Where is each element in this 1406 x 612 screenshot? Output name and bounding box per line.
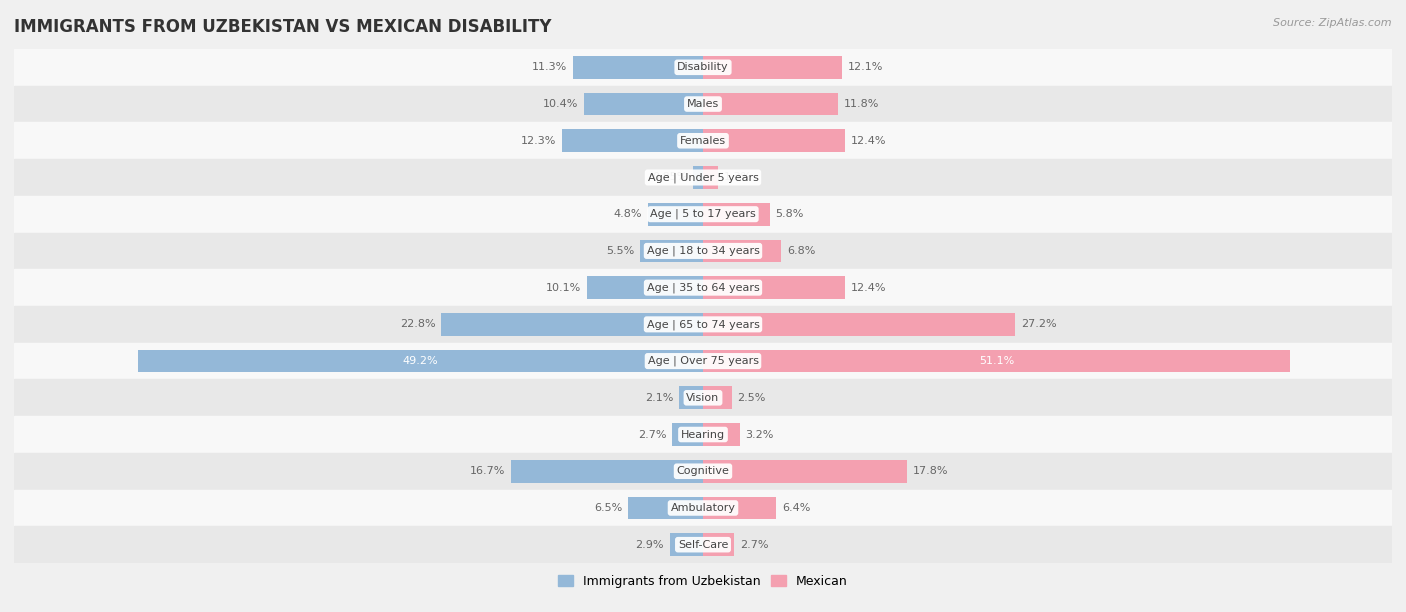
Bar bbox=[14, 269, 1392, 306]
Bar bbox=[679, 386, 703, 409]
Text: 5.5%: 5.5% bbox=[606, 246, 634, 256]
Text: 51.1%: 51.1% bbox=[979, 356, 1014, 366]
Bar bbox=[562, 129, 703, 152]
Bar bbox=[512, 460, 703, 483]
Text: 12.4%: 12.4% bbox=[851, 283, 887, 293]
Bar bbox=[703, 423, 740, 446]
Bar bbox=[14, 122, 1392, 159]
Text: 12.1%: 12.1% bbox=[848, 62, 883, 72]
Bar bbox=[693, 166, 703, 189]
Bar bbox=[588, 276, 703, 299]
Text: IMMIGRANTS FROM UZBEKISTAN VS MEXICAN DISABILITY: IMMIGRANTS FROM UZBEKISTAN VS MEXICAN DI… bbox=[14, 18, 551, 36]
Bar bbox=[138, 349, 703, 373]
Text: 2.7%: 2.7% bbox=[638, 430, 666, 439]
Bar bbox=[14, 49, 1392, 86]
Bar bbox=[648, 203, 703, 226]
Bar bbox=[14, 159, 1392, 196]
Text: Vision: Vision bbox=[686, 393, 720, 403]
Bar bbox=[14, 86, 1392, 122]
Text: 2.9%: 2.9% bbox=[636, 540, 664, 550]
Text: 10.4%: 10.4% bbox=[543, 99, 578, 109]
Bar bbox=[703, 203, 769, 226]
Text: 12.3%: 12.3% bbox=[520, 136, 555, 146]
Text: Self-Care: Self-Care bbox=[678, 540, 728, 550]
Bar bbox=[14, 526, 1392, 563]
Bar bbox=[703, 276, 845, 299]
Text: 49.2%: 49.2% bbox=[402, 356, 439, 366]
Bar bbox=[14, 453, 1392, 490]
Text: 2.1%: 2.1% bbox=[645, 393, 673, 403]
Bar bbox=[703, 166, 718, 189]
Text: Disability: Disability bbox=[678, 62, 728, 72]
Bar bbox=[640, 239, 703, 263]
Text: Females: Females bbox=[681, 136, 725, 146]
Text: 2.5%: 2.5% bbox=[738, 393, 766, 403]
Text: 10.1%: 10.1% bbox=[546, 283, 581, 293]
Bar bbox=[14, 233, 1392, 269]
Bar bbox=[703, 533, 734, 556]
Text: Age | 5 to 17 years: Age | 5 to 17 years bbox=[650, 209, 756, 220]
Text: Age | 18 to 34 years: Age | 18 to 34 years bbox=[647, 245, 759, 256]
Bar bbox=[669, 533, 703, 556]
Bar bbox=[703, 349, 1289, 373]
Text: 5.8%: 5.8% bbox=[775, 209, 804, 219]
Text: 11.3%: 11.3% bbox=[533, 62, 568, 72]
Text: 16.7%: 16.7% bbox=[470, 466, 506, 476]
Bar bbox=[672, 423, 703, 446]
Bar bbox=[703, 496, 776, 520]
Text: 27.2%: 27.2% bbox=[1021, 319, 1057, 329]
Text: 17.8%: 17.8% bbox=[912, 466, 949, 476]
Bar bbox=[703, 386, 731, 409]
Text: Hearing: Hearing bbox=[681, 430, 725, 439]
Bar bbox=[703, 129, 845, 152]
Text: 6.4%: 6.4% bbox=[782, 503, 811, 513]
Bar bbox=[703, 460, 907, 483]
Text: 6.8%: 6.8% bbox=[787, 246, 815, 256]
Text: Age | 65 to 74 years: Age | 65 to 74 years bbox=[647, 319, 759, 330]
Bar bbox=[14, 196, 1392, 233]
Bar bbox=[14, 343, 1392, 379]
Bar bbox=[441, 313, 703, 336]
Text: Age | Over 75 years: Age | Over 75 years bbox=[648, 356, 758, 367]
Bar bbox=[14, 379, 1392, 416]
Bar bbox=[703, 239, 782, 263]
Text: 22.8%: 22.8% bbox=[399, 319, 436, 329]
Text: 6.5%: 6.5% bbox=[595, 503, 623, 513]
Text: Males: Males bbox=[688, 99, 718, 109]
Bar bbox=[14, 306, 1392, 343]
Text: 4.8%: 4.8% bbox=[613, 209, 643, 219]
Bar bbox=[703, 56, 842, 79]
Text: 12.4%: 12.4% bbox=[851, 136, 887, 146]
Bar bbox=[703, 92, 838, 116]
Text: 1.3%: 1.3% bbox=[724, 173, 752, 182]
Text: 3.2%: 3.2% bbox=[745, 430, 773, 439]
Legend: Immigrants from Uzbekistan, Mexican: Immigrants from Uzbekistan, Mexican bbox=[554, 570, 852, 593]
Text: Age | Under 5 years: Age | Under 5 years bbox=[648, 172, 758, 183]
Text: 11.8%: 11.8% bbox=[844, 99, 880, 109]
Bar bbox=[574, 56, 703, 79]
Text: Age | 35 to 64 years: Age | 35 to 64 years bbox=[647, 282, 759, 293]
Bar bbox=[14, 416, 1392, 453]
Bar bbox=[14, 490, 1392, 526]
Text: Cognitive: Cognitive bbox=[676, 466, 730, 476]
Text: Source: ZipAtlas.com: Source: ZipAtlas.com bbox=[1274, 18, 1392, 28]
Text: 2.7%: 2.7% bbox=[740, 540, 768, 550]
Bar bbox=[628, 496, 703, 520]
Bar bbox=[703, 313, 1015, 336]
Bar bbox=[583, 92, 703, 116]
Text: Ambulatory: Ambulatory bbox=[671, 503, 735, 513]
Text: 0.85%: 0.85% bbox=[652, 173, 688, 182]
